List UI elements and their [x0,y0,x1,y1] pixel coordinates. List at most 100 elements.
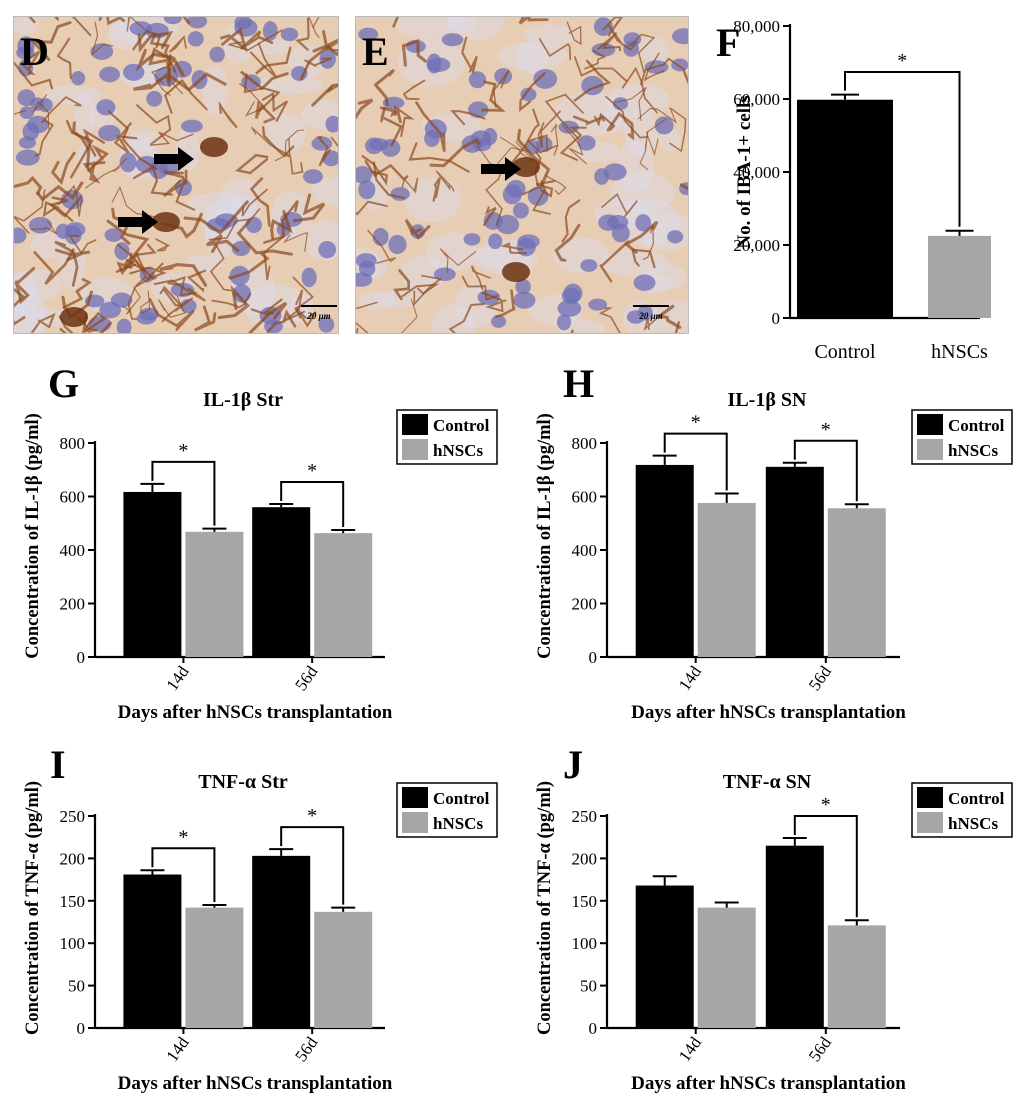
nucleus [433,267,456,282]
microglia-process [125,243,157,274]
microglia-process [249,42,277,78]
microglia-process [269,210,293,240]
microglia-process [32,94,50,130]
microglia-process [429,138,481,168]
nucleus [635,214,652,232]
microglia-process [639,131,649,171]
microglia-process [401,177,419,194]
microglia-process [518,72,546,112]
x-tick-label: 14d [675,1033,705,1065]
microglia-process [361,154,388,187]
nucleus [318,241,337,259]
nucleus [520,87,537,102]
microglia-process [167,54,227,92]
microglia-process [241,188,269,217]
nucleus [382,96,405,110]
nucleus [99,301,121,319]
legend-label-hnscs: hNSCs [433,441,483,460]
microglia-process [364,160,409,181]
significance-bracket [151,847,216,903]
microglia-process [614,87,647,121]
nucleus [577,135,596,151]
nucleus [390,187,410,201]
bar-hnscs-56d [827,925,886,1028]
microglia-process [122,287,141,315]
microglia-process [82,161,106,184]
microglia-process [133,71,171,91]
chart-i: I TNF-α Str 0 50 100 150 200 250 14d * 56d * Concent… [23,742,498,1094]
x-axis-label: Days after hNSCs transplantation [631,1073,906,1094]
significance-bracket [663,432,728,491]
tissue-patch [14,17,39,36]
nucleus [667,230,684,244]
nucleus [233,284,252,303]
microglia-process [50,151,76,186]
nucleus [146,90,163,107]
tissue-patch [610,172,675,214]
x-tick-label: 56d [805,662,835,694]
nucleus [358,260,376,277]
microglia-process [194,305,217,332]
significance-label: * [821,419,831,441]
bar-hnscs-56d [314,911,373,1028]
nucleus [463,233,481,246]
microglia-process [495,289,516,318]
x-axis-label: Days after hNSCs transplantation [118,1073,393,1094]
microglia-cell-body [502,262,530,282]
legend-swatch [402,812,428,833]
microglia-process [137,31,174,53]
y-tick-label: 800 [572,434,598,453]
tissue-patch [403,177,462,223]
microglia-process [209,243,233,292]
micrograph-d-image: 20 μm [14,17,338,333]
microglia-process [408,142,470,173]
microglia-process [535,180,556,198]
nucleus [588,298,608,311]
nucleus [441,33,464,47]
microglia-process [68,234,97,255]
arrow-icon [154,147,194,171]
bar-control-56d [252,507,311,657]
tissue-patch [498,41,569,71]
microglia-process [282,232,309,252]
tissue-patch [59,237,86,290]
microglia-process [356,98,374,120]
panel-letter-j: J [563,742,583,787]
legend-label-hnscs: hNSCs [948,814,998,833]
microglia-process [135,48,185,77]
significance-bracket [151,460,216,526]
microglia-process [461,36,478,75]
microglia-process [57,184,83,217]
nucleus [14,227,27,244]
bar-hnscs-56d [827,508,886,657]
microglia-process [599,240,630,283]
tissue-patch [202,65,229,115]
tissue-patch [447,17,505,42]
microglia-process [127,278,151,320]
bar-control-14d [123,874,182,1028]
tissue-patch [524,24,576,46]
microglia-process [255,100,277,124]
microglia-process [91,21,113,56]
microglia-process [500,136,535,163]
microglia-process [554,223,581,262]
significance-label: * [307,460,317,482]
arrow-icon [118,210,158,234]
microglia-process [393,105,415,138]
nucleus [71,71,86,86]
microglia-process [14,175,43,196]
nucleus [594,168,610,185]
nucleus [654,116,674,135]
microglia-process [62,277,92,309]
panel-letter-d: D [20,29,49,74]
microglia-process [14,266,36,305]
chart-f: F 0 20,000 40,000 60,000 80,000 Control hNSCs * N… [716,17,991,363]
nucleus [533,68,558,89]
microglia-process [669,107,687,153]
microglia-process [163,169,188,186]
microglia-process [402,79,426,101]
tissue-patch [30,232,66,259]
microglia-process [643,52,665,82]
y-tick-label: 0 [772,309,781,328]
microglia-process [674,321,681,333]
